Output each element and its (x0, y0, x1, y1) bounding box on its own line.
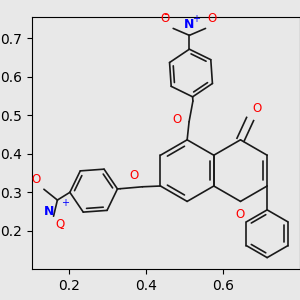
Text: O: O (207, 12, 217, 25)
Text: O: O (236, 208, 245, 221)
Text: N: N (184, 19, 194, 32)
Text: O: O (252, 102, 261, 115)
Text: +: + (192, 14, 200, 24)
Text: +: + (61, 198, 69, 208)
Text: O: O (172, 113, 182, 126)
Text: N: N (44, 205, 54, 218)
Text: O: O (161, 12, 170, 25)
Text: O: O (129, 169, 139, 182)
Text: -: - (59, 222, 64, 235)
Text: O: O (32, 173, 41, 186)
Text: -: - (163, 8, 168, 21)
Text: O: O (56, 218, 65, 231)
